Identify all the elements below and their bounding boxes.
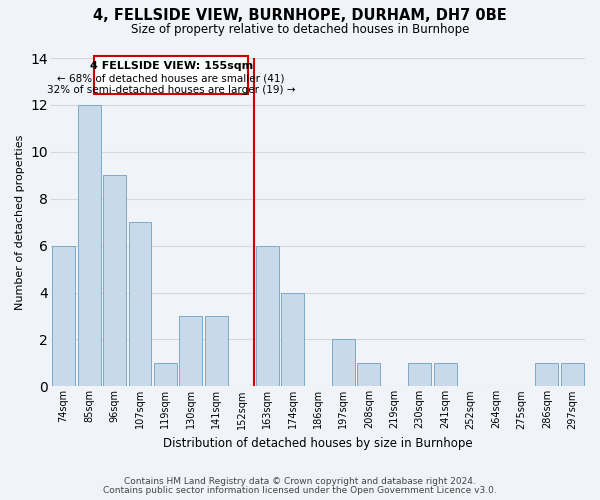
Bar xyxy=(77,105,101,386)
FancyBboxPatch shape xyxy=(94,56,248,94)
Text: 4 FELLSIDE VIEW: 155sqm: 4 FELLSIDE VIEW: 155sqm xyxy=(89,62,253,72)
Text: ← 68% of detached houses are smaller (41): ← 68% of detached houses are smaller (41… xyxy=(58,73,285,83)
Bar xyxy=(408,363,431,386)
Bar xyxy=(434,363,457,386)
Text: 4, FELLSIDE VIEW, BURNHOPE, DURHAM, DH7 0BE: 4, FELLSIDE VIEW, BURNHOPE, DURHAM, DH7 … xyxy=(93,8,507,22)
Bar xyxy=(103,176,126,386)
Text: Contains public sector information licensed under the Open Government Licence v3: Contains public sector information licen… xyxy=(103,486,497,495)
Bar xyxy=(358,363,380,386)
Bar xyxy=(205,316,228,386)
Bar xyxy=(332,340,355,386)
Text: 32% of semi-detached houses are larger (19) →: 32% of semi-detached houses are larger (… xyxy=(47,84,295,94)
Bar xyxy=(128,222,151,386)
X-axis label: Distribution of detached houses by size in Burnhope: Distribution of detached houses by size … xyxy=(163,437,473,450)
Bar xyxy=(256,246,278,386)
Bar xyxy=(281,292,304,386)
Bar xyxy=(154,363,177,386)
Bar xyxy=(561,363,584,386)
Bar xyxy=(179,316,202,386)
Y-axis label: Number of detached properties: Number of detached properties xyxy=(15,134,25,310)
Text: Contains HM Land Registry data © Crown copyright and database right 2024.: Contains HM Land Registry data © Crown c… xyxy=(124,477,476,486)
Bar xyxy=(52,246,75,386)
Bar xyxy=(535,363,558,386)
Text: Size of property relative to detached houses in Burnhope: Size of property relative to detached ho… xyxy=(131,22,469,36)
